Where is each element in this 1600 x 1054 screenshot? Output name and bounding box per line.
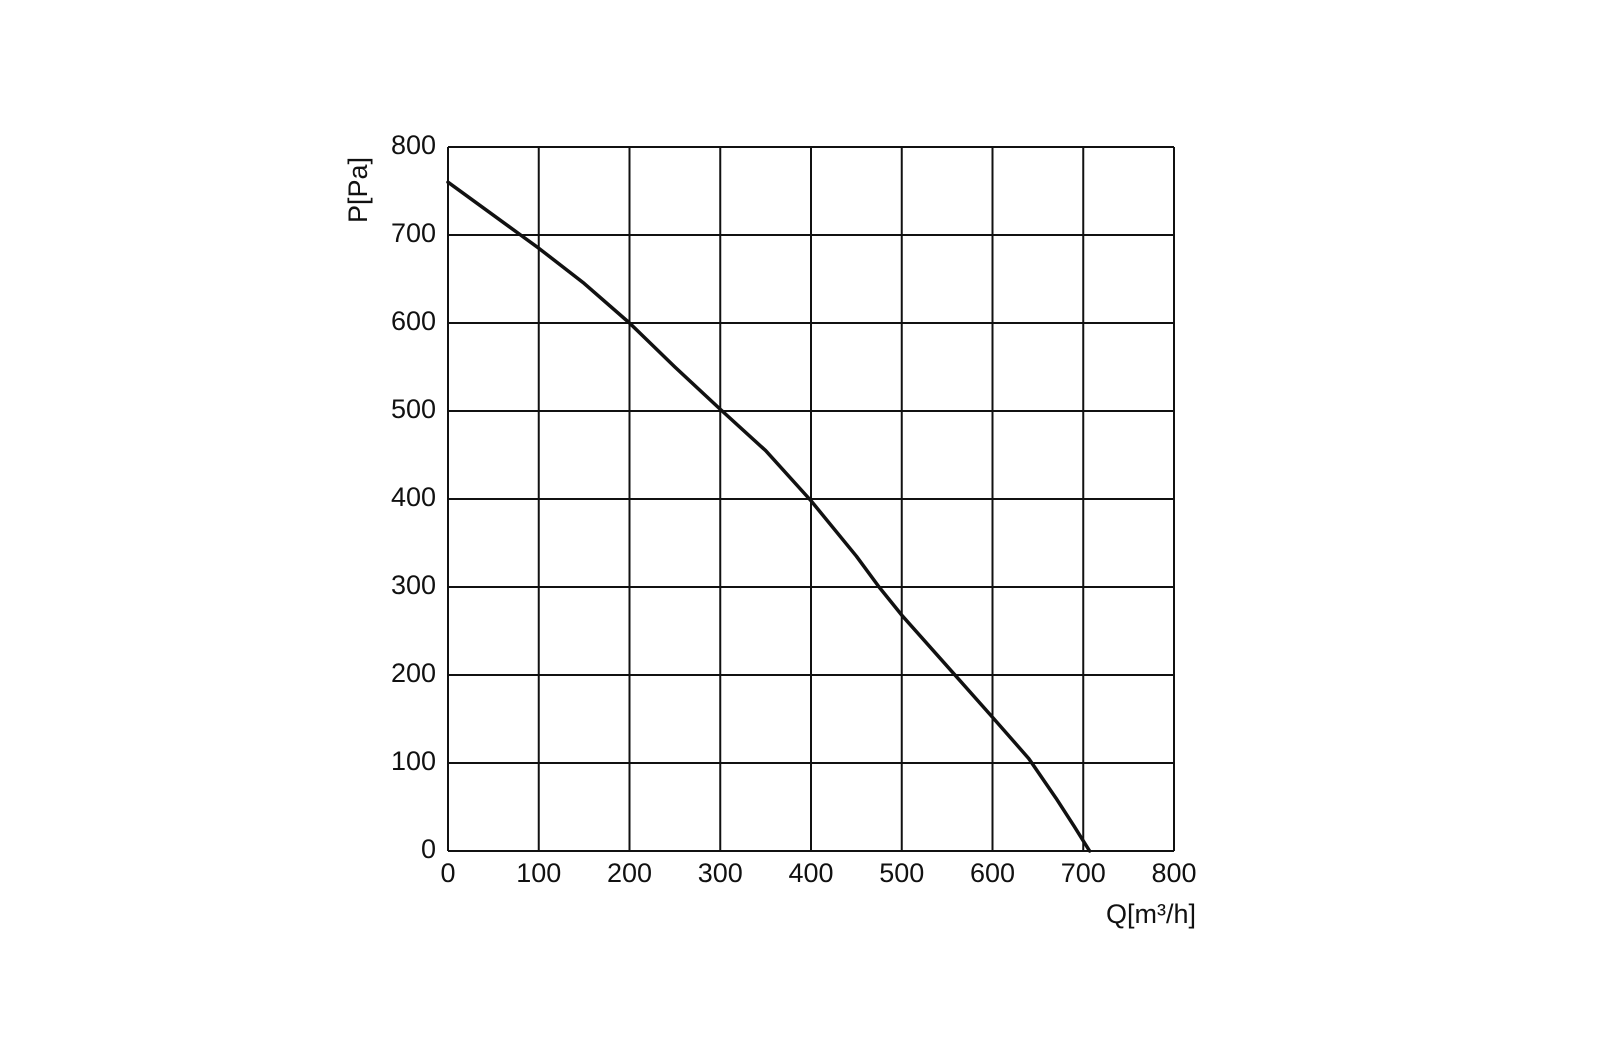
x-tick-label: 200: [607, 858, 652, 888]
y-tick-label: 0: [421, 834, 436, 864]
y-tick-label: 600: [391, 306, 436, 336]
curve: [446, 180, 1092, 853]
x-tick-label: 700: [1061, 858, 1106, 888]
x-tick-label: 0: [440, 858, 455, 888]
x-tick-label: 600: [970, 858, 1015, 888]
y-tick-label: 400: [391, 482, 436, 512]
x-tick-label: 800: [1151, 858, 1196, 888]
x-tick-label: 300: [698, 858, 743, 888]
y-tick-label: 200: [391, 658, 436, 688]
x-tick-label: 100: [516, 858, 561, 888]
x-axis-label: Q[m³/h]: [1106, 899, 1196, 929]
y-tick-label: 500: [391, 394, 436, 424]
x-tick-label: 500: [879, 858, 924, 888]
x-tick-label: 400: [788, 858, 833, 888]
y-tick-label: 300: [391, 570, 436, 600]
y-tick-label: 800: [391, 130, 436, 160]
y-axis-label: P[Pa]: [343, 157, 373, 223]
y-tick-label: 100: [391, 746, 436, 776]
y-tick-label: 700: [391, 218, 436, 248]
